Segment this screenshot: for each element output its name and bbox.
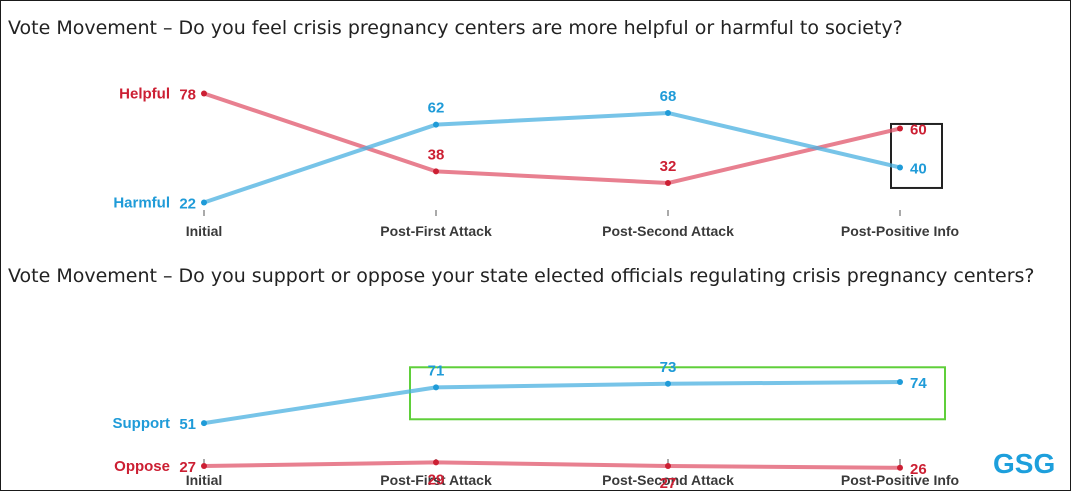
series-label-helpful: Helpful [119,86,170,103]
data-label: 40 [910,160,927,177]
series-label-harmful: Harmful [113,195,170,212]
data-label: 22 [179,196,196,213]
data-label: 32 [660,158,677,175]
series-label-support: Support [113,415,171,432]
data-point [433,168,439,175]
x-tick-label: Post-Second Attack [602,223,734,239]
data-point [665,180,671,187]
series-label-oppose: Oppose [114,458,170,475]
data-label: 62 [428,100,445,117]
series-line-helpful [202,91,902,186]
data-label: 60 [910,122,927,139]
chart-title-support-oppose: Vote Movement – Do you support or oppose… [8,265,1035,287]
data-label: 68 [660,88,677,105]
x-tick-label: Post-Second Attack [602,472,734,488]
series-line-support [202,380,902,426]
data-point [201,463,207,469]
data-point [665,463,671,469]
data-point [897,164,903,171]
x-tick-label: Post-Positive Info [841,223,959,239]
data-point [897,125,903,132]
data-label: 71 [428,362,445,379]
data-label: 74 [910,375,927,392]
data-label: 51 [179,416,196,433]
data-point [897,379,903,385]
highlight-box-green [409,366,946,421]
data-point [665,109,671,116]
chart-title-helpful-harmful: Vote Movement – Do you feel crisis pregn… [8,17,903,39]
data-label: 29 [428,471,445,488]
highlight-box-black [890,122,943,189]
series-line-harmful [202,110,902,205]
x-tick-label: Post-First Attack [380,472,492,488]
gsg-logo: GSG [993,448,1056,479]
x-tick-label: Initial [186,223,223,239]
data-point [201,90,207,97]
data-label: 38 [428,146,445,163]
data-label: 73 [660,359,677,376]
data-point [897,464,903,471]
data-point [433,459,439,466]
data-point [201,420,207,427]
x-tick-label: Post-First Attack [380,223,492,239]
data-point [433,384,439,391]
data-label: 27 [179,459,196,476]
x-tick-label: Initial [186,472,223,488]
data-point [201,199,207,206]
data-label: 27 [660,475,677,492]
data-label: 78 [179,87,196,104]
data-point [665,380,671,387]
data-point [433,121,439,128]
data-label: 26 [910,461,927,478]
x-tick-label: Post-Positive Info [841,472,959,488]
series-line-oppose [202,460,902,470]
